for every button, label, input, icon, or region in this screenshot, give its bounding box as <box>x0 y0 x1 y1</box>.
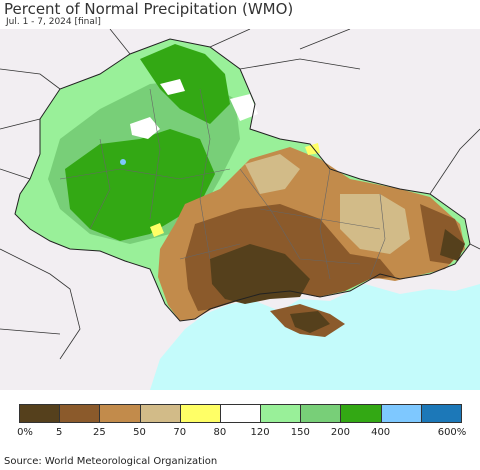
white-patch-2 <box>230 94 258 121</box>
legend-swatch <box>219 404 262 423</box>
legend-swatch <box>420 404 462 423</box>
legend-tick-label: 150 <box>290 427 310 438</box>
legend-tick-label: 600% <box>437 427 467 438</box>
tan-region-2 <box>245 154 300 194</box>
legend-tick-label: 400 <box>371 427 391 438</box>
legend-swatch <box>300 404 342 423</box>
legend-tick-label: 0% <box>17 427 33 438</box>
legend-swatch <box>19 404 61 423</box>
map-subtitle: Jul. 1 - 7, 2024 [final] <box>6 17 101 27</box>
legend-tick-label: 120 <box>250 427 270 438</box>
blue-spot <box>120 159 126 165</box>
brown-dark-east <box>440 229 465 261</box>
black-sea <box>150 284 480 390</box>
white-patch-1 <box>130 117 160 139</box>
legend-tick-label: 25 <box>92 427 106 438</box>
legend-tick-label: 200 <box>330 427 350 438</box>
map-title: Percent of Normal Precipitation (WMO) <box>4 0 294 18</box>
precipitation-map <box>0 29 480 390</box>
green-dark-north <box>140 44 230 124</box>
yellow-spot-1 <box>150 223 164 237</box>
ukraine-border <box>14 38 471 322</box>
green-dark-central <box>65 129 215 241</box>
legend-swatch <box>179 404 221 423</box>
oblast-lines <box>59 88 386 280</box>
legend-swatch <box>340 404 382 423</box>
white-patch-3 <box>160 79 185 95</box>
legend-swatch <box>99 404 141 423</box>
legend-tick-label: 50 <box>133 427 146 438</box>
legend-swatch <box>139 404 181 423</box>
legend-swatch <box>380 404 422 423</box>
legend-swatch <box>59 404 101 423</box>
brown-dark-core <box>210 244 310 304</box>
legend-tick-label: 70 <box>173 427 187 438</box>
legend-swatch <box>260 404 302 423</box>
crimea-dark <box>290 311 330 333</box>
legend: 0% 5 25 50 70 80 120 150 200 400 600% <box>0 404 480 444</box>
neighbor-borders <box>0 29 480 360</box>
source-note: Source: World Meteorological Organizatio… <box>4 456 218 467</box>
legend-tick-label: 5 <box>55 427 63 438</box>
legend-tick-label: 80 <box>213 427 227 438</box>
tan-region <box>340 194 410 254</box>
